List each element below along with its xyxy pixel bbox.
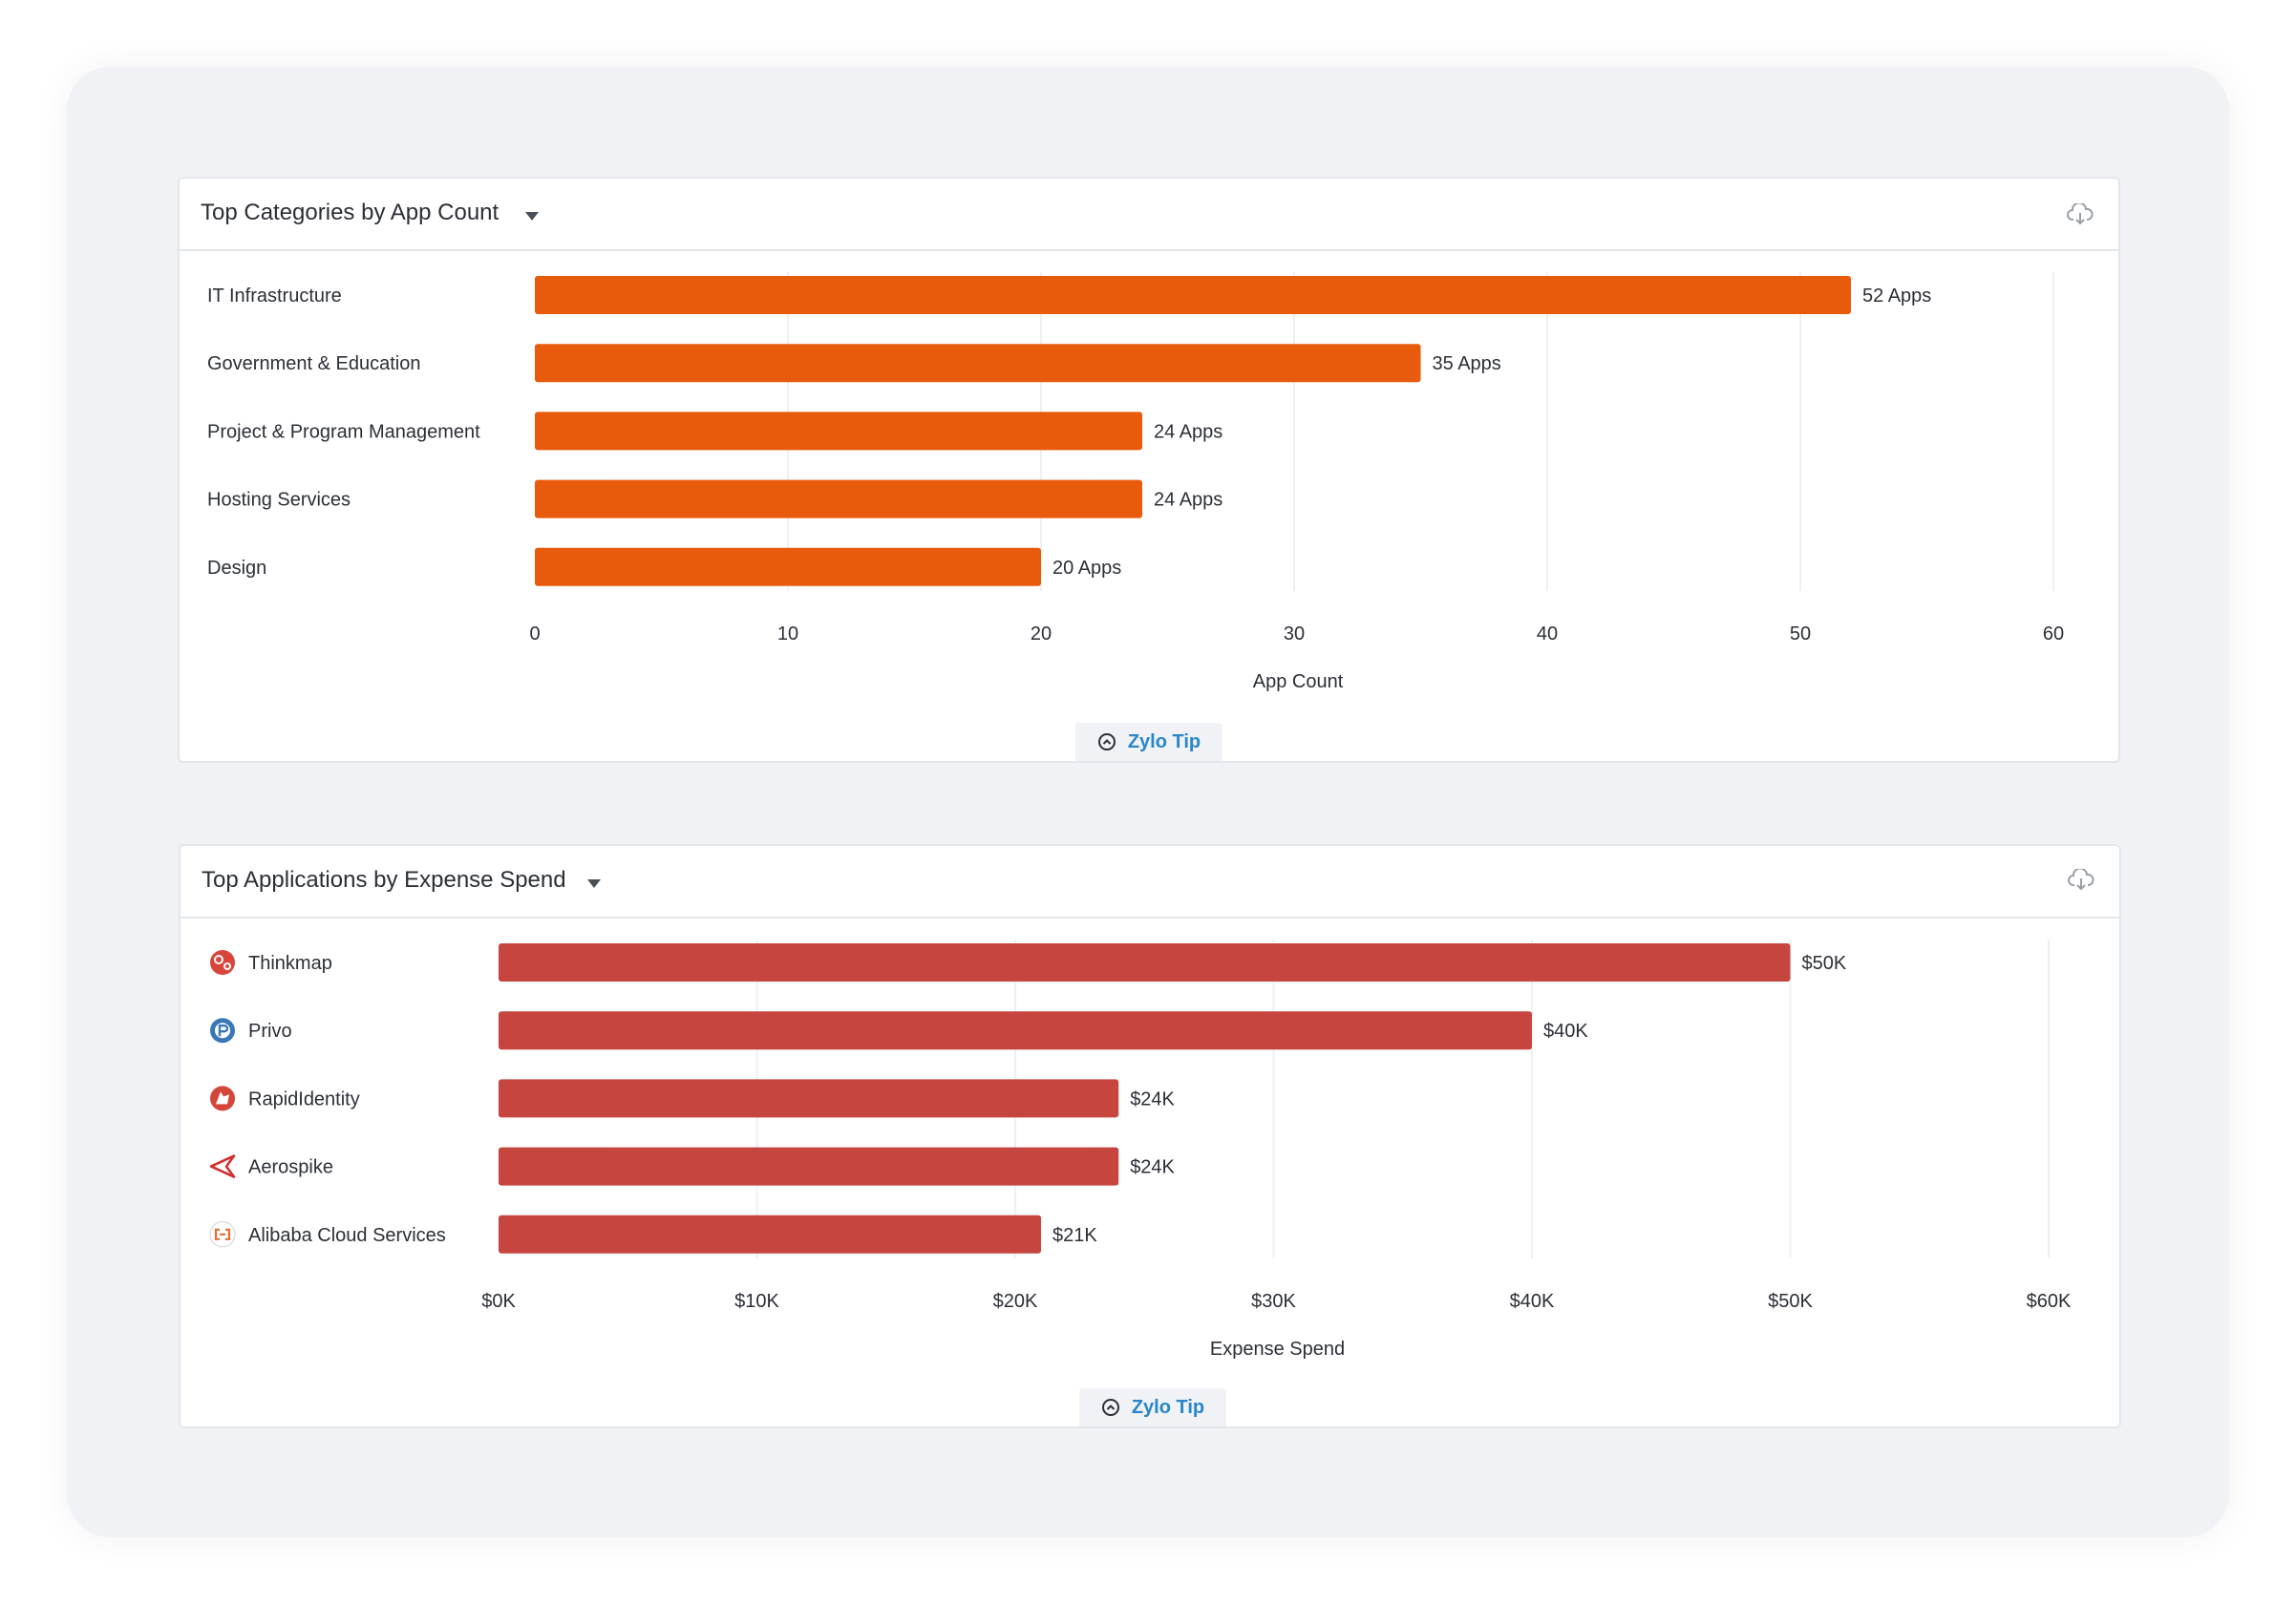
icon-shape [216, 1091, 229, 1105]
rapididentity-logo-icon [210, 1086, 235, 1111]
tick-label: $20K [993, 1291, 1038, 1312]
category-label: Privo [248, 1021, 292, 1042]
cloud-download-icon[interactable] [2067, 203, 2094, 226]
bar [499, 943, 1791, 982]
privo-logo-icon [210, 1018, 235, 1044]
expense-spend-bar-chart: Thinkmap $50K Privo $40K RapidIdentity $24K Ae… [209, 940, 2072, 1360]
icon-shape [223, 962, 231, 970]
data-label: $40K [1543, 1021, 1588, 1042]
panel-title[interactable]: Top Categories by App Count [201, 200, 500, 225]
data-label: 24 Apps [1154, 490, 1222, 511]
bar [499, 1147, 1119, 1186]
data-label: $50K [1802, 953, 1847, 974]
bar [535, 547, 1041, 586]
bar [535, 479, 1142, 518]
x-axis-label: Expense Spend [1210, 1339, 1345, 1360]
caret-down-icon[interactable] [525, 212, 539, 221]
top-categories-panel: Top Categories by App Count IT Infrastru… [178, 177, 2120, 763]
tick-label: 20 [1031, 623, 1052, 645]
bar [535, 276, 1851, 314]
zylo-tip-label: Zylo Tip [1131, 1396, 1205, 1418]
aerospike-logo-icon [209, 1154, 236, 1178]
top-applications-panel: Top Applications by Expense Spend Thinkm… [179, 844, 2121, 1428]
data-label: 24 Apps [1154, 421, 1222, 442]
data-label: 35 Apps [1433, 353, 1501, 374]
bar [499, 1011, 1532, 1050]
category-label: Government & Education [207, 353, 420, 374]
cloud-download-icon[interactable] [2068, 869, 2094, 892]
bar [499, 1215, 1042, 1254]
app-count-bar-chart: IT Infrastructure 52 Apps Government & Edu… [207, 272, 2064, 692]
panel-title[interactable]: Top Applications by Expense Spend [202, 867, 566, 893]
tick-label: 40 [1537, 623, 1558, 645]
category-label: Aerospike [248, 1157, 333, 1178]
tick-label: $60K [2027, 1291, 2072, 1312]
category-label: Project & Program Management [207, 421, 480, 442]
panel-header: Top Categories by App Count [180, 179, 2118, 251]
tick-label: $50K [1768, 1291, 1813, 1312]
tick-label: $30K [1251, 1291, 1296, 1312]
zylo-tip-button[interactable]: Zylo Tip [1075, 723, 1222, 761]
zylo-tip-button[interactable]: Zylo Tip [1079, 1388, 1226, 1426]
tick-label: $10K [734, 1291, 779, 1312]
data-label: 52 Apps [1862, 285, 1931, 306]
icon-shape [214, 955, 223, 964]
category-label: Alibaba Cloud Services [248, 1225, 446, 1246]
tick-label: 10 [777, 623, 798, 645]
x-axis-label: App Count [1253, 671, 1344, 692]
data-label: $21K [1052, 1225, 1097, 1246]
category-label: Hosting Services [207, 490, 351, 511]
category-label: Thinkmap [248, 953, 332, 974]
data-label: 20 Apps [1052, 558, 1121, 579]
thinkmap-logo-icon [210, 950, 235, 975]
tick-label: 60 [2043, 623, 2064, 645]
bar [535, 412, 1142, 451]
category-label: Design [207, 558, 266, 579]
icon-shape [214, 1228, 231, 1240]
caret-down-icon[interactable] [587, 879, 601, 888]
icon-shape [209, 1154, 236, 1178]
tick-label: 50 [1790, 623, 1811, 645]
tick-label: $40K [1510, 1291, 1555, 1312]
tick-label: 0 [529, 623, 540, 645]
data-label: $24K [1130, 1088, 1175, 1109]
panel-header: Top Applications by Expense Spend [181, 846, 2119, 919]
bar [499, 1079, 1119, 1118]
tick-label: $0K [481, 1291, 516, 1312]
icon-shape [218, 1025, 229, 1037]
alibaba-cloud-logo-icon [209, 1221, 236, 1248]
zylo-tip-label: Zylo Tip [1127, 730, 1201, 752]
tick-label: 30 [1284, 623, 1305, 645]
bar [535, 344, 1421, 383]
category-label: RapidIdentity [248, 1088, 360, 1109]
chevron-up-circle-icon [1097, 733, 1116, 750]
category-label: IT Infrastructure [207, 285, 342, 306]
chevron-up-circle-icon [1101, 1399, 1119, 1416]
data-label: $24K [1130, 1157, 1175, 1178]
